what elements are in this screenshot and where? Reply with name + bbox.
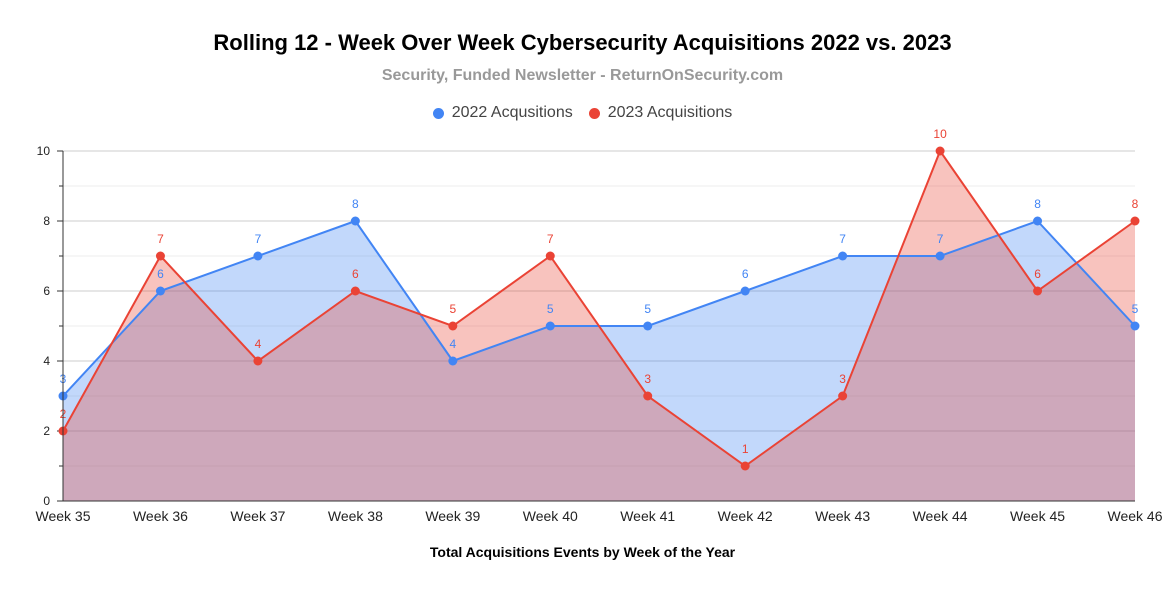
y-tick-label: 4 bbox=[43, 354, 50, 368]
data-label-series-0: 5 bbox=[644, 302, 651, 316]
x-tick-label: Week 35 bbox=[36, 508, 91, 524]
data-point-series-0[interactable] bbox=[350, 216, 360, 226]
data-label-series-0: 4 bbox=[449, 337, 456, 351]
legend-label-2023: 2023 Acquisitions bbox=[607, 104, 733, 121]
legend: 2022 Acqusitions 2023 Acquisitions bbox=[0, 104, 1165, 122]
data-label-series-0: 8 bbox=[1034, 197, 1041, 211]
data-point-series-0[interactable] bbox=[740, 286, 750, 296]
x-tick-label: Week 37 bbox=[230, 508, 285, 524]
data-label-series-0: 5 bbox=[1132, 302, 1139, 316]
x-tick-label: Week 38 bbox=[328, 508, 383, 524]
data-label-series-1: 5 bbox=[449, 302, 456, 316]
chart-subtitle: Security, Funded Newsletter - ReturnOnSe… bbox=[381, 67, 784, 84]
data-label-series-1: 6 bbox=[352, 267, 359, 281]
data-label-series-1: 7 bbox=[547, 232, 554, 246]
x-tick-label: Week 45 bbox=[1010, 508, 1065, 524]
x-tick-label: Week 41 bbox=[620, 508, 675, 524]
y-tick-label: 8 bbox=[43, 214, 50, 228]
data-point-series-1[interactable] bbox=[1033, 286, 1043, 296]
data-point-series-0[interactable] bbox=[935, 251, 945, 261]
data-label-series-1: 3 bbox=[644, 372, 651, 386]
data-point-series-0[interactable] bbox=[545, 321, 555, 331]
data-point-series-0[interactable] bbox=[155, 286, 165, 296]
legend-item-2023[interactable]: 2023 Acquisitions bbox=[588, 104, 733, 122]
legend-swatch-2023 bbox=[588, 107, 600, 119]
data-point-series-0[interactable] bbox=[1130, 321, 1140, 331]
y-tick-label: 0 bbox=[43, 494, 50, 508]
data-point-series-1[interactable] bbox=[1130, 216, 1140, 226]
x-tick-label: Week 43 bbox=[815, 508, 870, 524]
data-point-series-1[interactable] bbox=[155, 251, 165, 261]
legend-label-2022: 2022 Acqusitions bbox=[451, 104, 573, 121]
legend-item-2022[interactable]: 2022 Acqusitions bbox=[432, 104, 573, 122]
area-series-0 bbox=[63, 221, 1135, 501]
legend-swatch-2022 bbox=[432, 107, 444, 119]
data-point-series-0[interactable] bbox=[253, 251, 263, 261]
data-label-series-0: 7 bbox=[839, 232, 846, 246]
data-label-series-0: 5 bbox=[547, 302, 554, 316]
data-label-series-1: 4 bbox=[255, 337, 262, 351]
data-point-series-1[interactable] bbox=[935, 146, 945, 156]
data-label-series-0: 6 bbox=[742, 267, 749, 281]
data-label-series-1: 8 bbox=[1132, 197, 1139, 211]
data-label-series-1: 10 bbox=[933, 127, 947, 141]
x-tick-label: Week 40 bbox=[523, 508, 578, 524]
data-point-series-1[interactable] bbox=[643, 391, 653, 401]
data-label-series-1: 6 bbox=[1034, 267, 1041, 281]
data-point-series-0[interactable] bbox=[838, 251, 848, 261]
data-point-series-0[interactable] bbox=[448, 356, 458, 366]
data-point-series-1[interactable] bbox=[350, 286, 360, 296]
data-point-series-0[interactable] bbox=[1033, 216, 1043, 226]
x-tick-label: Week 39 bbox=[425, 508, 480, 524]
x-tick-label: Week 46 bbox=[1108, 508, 1163, 524]
data-label-series-1: 3 bbox=[839, 372, 846, 386]
data-label-series-0: 6 bbox=[157, 267, 164, 281]
data-point-series-1[interactable] bbox=[448, 321, 458, 331]
data-point-series-1[interactable] bbox=[253, 356, 263, 366]
y-tick-label: 2 bbox=[43, 424, 50, 438]
data-label-series-1: 7 bbox=[157, 232, 164, 246]
data-point-series-1[interactable] bbox=[545, 251, 555, 261]
x-tick-label: Week 42 bbox=[718, 508, 773, 524]
data-point-series-0[interactable] bbox=[643, 321, 653, 331]
chart-title: Rolling 12 - Week Over Week Cybersecurit… bbox=[213, 30, 952, 55]
data-point-series-1[interactable] bbox=[838, 391, 848, 401]
y-tick-label: 10 bbox=[37, 144, 51, 158]
line-series-1 bbox=[62, 148, 1136, 468]
data-label-series-0: 8 bbox=[352, 197, 359, 211]
data-point-series-1[interactable] bbox=[740, 461, 750, 471]
data-label-series-0: 7 bbox=[937, 232, 944, 246]
y-tick-label: 6 bbox=[43, 284, 50, 298]
x-axis-title: Total Acquisitions Events by Week of the… bbox=[429, 544, 736, 560]
data-label-series-1: 1 bbox=[742, 442, 749, 456]
x-tick-label: Week 36 bbox=[133, 508, 188, 524]
data-label-series-0: 7 bbox=[255, 232, 262, 246]
x-tick-label: Week 44 bbox=[913, 508, 968, 524]
